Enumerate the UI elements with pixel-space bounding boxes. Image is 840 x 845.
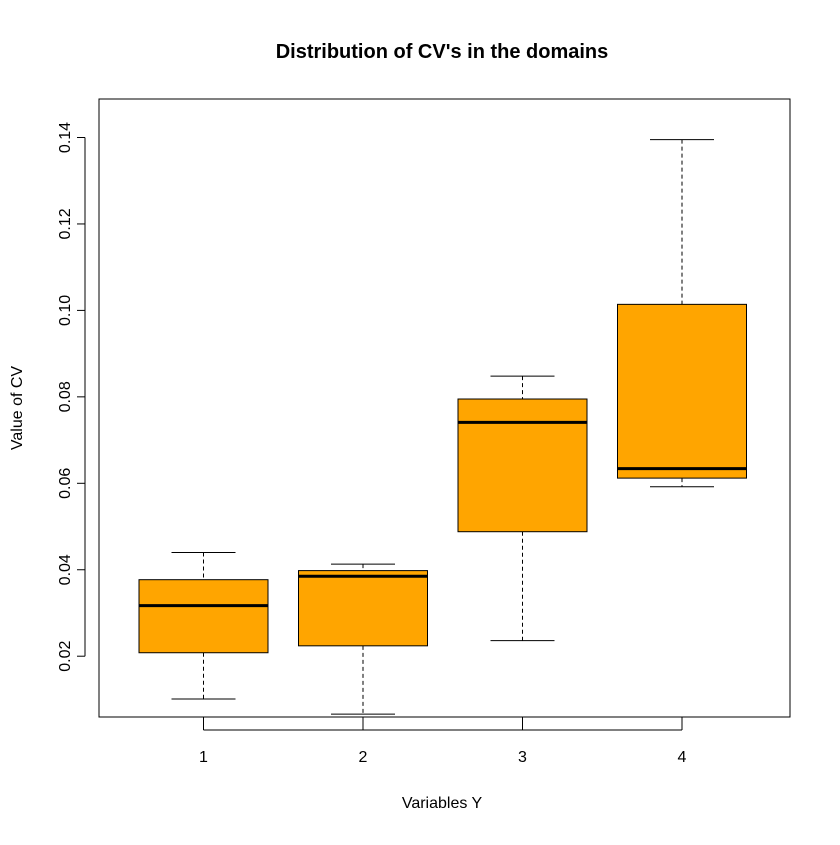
plot-area-frame [98, 98, 791, 718]
y-tick-label-0: 0.02 [57, 641, 74, 672]
box-3 [457, 398, 588, 533]
chart-title: Distribution of CV's in the domains [276, 41, 609, 63]
x-tick-label-3: 4 [678, 749, 687, 766]
box-1 [138, 579, 269, 654]
x-axis-label: Variables Y [402, 795, 483, 812]
x-tick-label-2: 3 [518, 749, 527, 766]
x-tick-label-0: 1 [199, 749, 208, 766]
y-tick-label-2: 0.06 [57, 468, 74, 499]
box-4 [617, 303, 747, 479]
y-axis-label: Value of CV [9, 366, 26, 451]
y-tick-label-6: 0.14 [57, 122, 74, 153]
y-tick-label-4: 0.10 [57, 295, 74, 326]
box-2 [298, 570, 428, 647]
x-tick-label-1: 2 [359, 749, 368, 766]
y-tick-label-1: 0.04 [57, 554, 74, 585]
y-tick-label-5: 0.12 [57, 208, 74, 239]
chart-marks: 0.02 0.04 0.06 0.08 0.10 0.12 0.14 1 2 3 4 [57, 122, 747, 766]
y-tick-label-3: 0.08 [57, 381, 74, 412]
